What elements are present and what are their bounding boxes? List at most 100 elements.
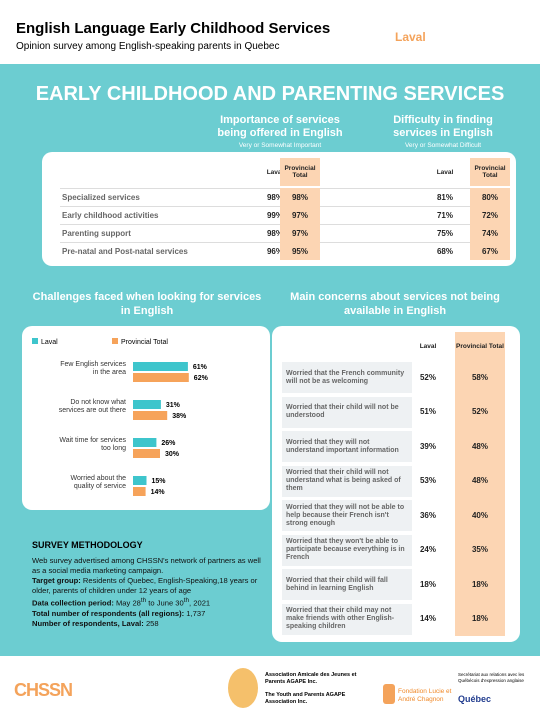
cell: 95%	[280, 242, 320, 260]
concerns-panel: Laval Provincial Total Worried that the Fr…	[272, 326, 520, 642]
cell: 48%	[455, 429, 505, 464]
legend-swatch	[112, 338, 118, 344]
butterfly-icon	[228, 668, 258, 708]
cell: 72%	[470, 206, 510, 224]
agape-en: The Youth and Parents AGAPE Association …	[265, 692, 346, 705]
column-header: Provincial Total	[280, 158, 320, 186]
concerns-title: Main concerns about services not being a…	[290, 291, 500, 317]
row-label: Worried that they won't be able to parti…	[282, 534, 412, 566]
period-part: , 2021	[189, 598, 211, 608]
secretariat: Secrétariat aux relations avec les Québé…	[458, 672, 525, 683]
period-part: th	[183, 597, 190, 604]
cell: 52%	[419, 372, 436, 382]
chart: Laval Provincial Total Few English service…	[32, 338, 209, 496]
chart-title: Challenges faced when looking for servic…	[32, 291, 262, 317]
value-label: 61%	[193, 364, 208, 371]
cell: 53%	[419, 476, 436, 486]
bar	[133, 438, 157, 447]
cell: 18%	[455, 567, 505, 602]
cell: 80%	[470, 188, 510, 206]
laval-count: Number of respondents, Laval: 258	[32, 619, 267, 629]
bar	[133, 373, 189, 382]
title: English Language Early Childhood Service…	[16, 20, 331, 37]
methodology-intro: Web survey advertised among CHSSN's netw…	[32, 556, 261, 575]
chssn-logo: CHSSN	[14, 680, 73, 700]
cell: 75%	[436, 228, 453, 238]
target-value: Residents of Quebec, English-Speaking,18…	[32, 576, 258, 595]
row-label: Worried that the French community will n…	[282, 362, 412, 393]
value-label: 14%	[151, 489, 166, 496]
period-part: May 28	[115, 598, 141, 608]
importance-heading: Importance of services being offered in …	[217, 114, 343, 139]
cell: 74%	[470, 224, 510, 242]
laval-label: Number of respondents, Laval:	[32, 618, 144, 628]
row-label: Parenting support	[62, 228, 131, 238]
methodology-heading: SURVEY METHODOLOGY	[32, 540, 143, 550]
row-label: Specialized services	[62, 192, 140, 202]
period: Data collection period: May 28 th to June…	[32, 596, 267, 609]
value-label: 26%	[161, 440, 176, 447]
period-part: to June 30	[146, 598, 184, 608]
target: Target group: Residents of Quebec, Engli…	[32, 576, 267, 596]
row-label: Worried that their child will not unders…	[282, 465, 412, 497]
bar	[133, 476, 147, 485]
bar	[133, 400, 161, 409]
column-header: Laval	[266, 168, 284, 176]
target-label: Target group:	[32, 576, 81, 585]
row-label: Worried that they will not be able to he…	[282, 500, 412, 531]
importance-note: Very or Somewhat Important	[238, 142, 322, 149]
cell: 51%	[419, 407, 436, 417]
value-label: 30%	[165, 451, 180, 458]
cell: 96%	[266, 246, 283, 256]
methodology: SURVEY METHODOLOGY Web survey advertised…	[32, 540, 267, 629]
cell: 14%	[419, 614, 436, 624]
category-label: Do not know what services are out there	[59, 399, 126, 414]
bar	[133, 411, 168, 420]
difficulty-heading: Difficulty in finding services in Englis…	[393, 114, 493, 139]
cell: 36%	[419, 510, 436, 520]
cell: 39%	[419, 441, 436, 451]
cell: 97%	[280, 224, 320, 242]
laval-value: 258	[145, 618, 159, 628]
quebec: Québec	[458, 694, 492, 704]
value-label: 15%	[152, 478, 167, 485]
value-label: 38%	[172, 413, 187, 420]
bar	[133, 362, 188, 371]
section-title: EARLY CHILDHOOD AND PARENTING SERVICES	[35, 83, 505, 105]
legend-swatch	[32, 338, 38, 344]
cell: 68%	[436, 246, 453, 256]
agape-fr: Association Amicale des Jeunes et Parent…	[265, 672, 357, 685]
column-header: Laval	[419, 342, 437, 350]
difficulty-note: Very or Somewhat Difficult	[404, 142, 482, 149]
cell: 98%	[266, 192, 283, 202]
period-label: Data collection period:	[32, 598, 114, 608]
cell: 71%	[436, 210, 453, 220]
row-label: Worried that they will not understand im…	[282, 431, 412, 462]
cell: 35%	[455, 532, 505, 567]
bar	[133, 449, 160, 458]
chart-panel: Laval Provincial Total Few English service…	[22, 326, 270, 510]
category-label: Few English services in the area	[60, 361, 126, 376]
region: Laval	[395, 30, 426, 44]
column-header: Provincial Total	[470, 158, 510, 186]
cell: 24%	[419, 545, 436, 555]
total: Total number of respondents (all regions…	[32, 609, 267, 619]
cell: 67%	[470, 242, 510, 260]
subtitle: Opinion survey among English-speaking pa…	[16, 41, 280, 52]
bar	[133, 487, 146, 496]
cell: 98%	[266, 228, 283, 238]
chagnon: Fondation Lucie et André Chagnon	[398, 688, 452, 703]
cell: 18%	[419, 579, 436, 589]
row-label: Pre-natal and Post-natal services	[62, 246, 188, 256]
column-header: Laval	[436, 168, 454, 176]
row-label: Worried that their child will fall behin…	[282, 569, 412, 600]
cell: 48%	[455, 463, 505, 498]
cell: 18%	[455, 601, 505, 636]
category-label: Wait time for services too long	[59, 437, 126, 452]
services-panel: Laval Provincial Total Laval Provincial Tot…	[42, 152, 516, 266]
legend-label: Laval	[41, 339, 58, 346]
row-label: Early childhood activities	[62, 210, 159, 220]
category-label: Worried about the quality of service	[70, 475, 126, 490]
cell: 98%	[280, 188, 320, 206]
